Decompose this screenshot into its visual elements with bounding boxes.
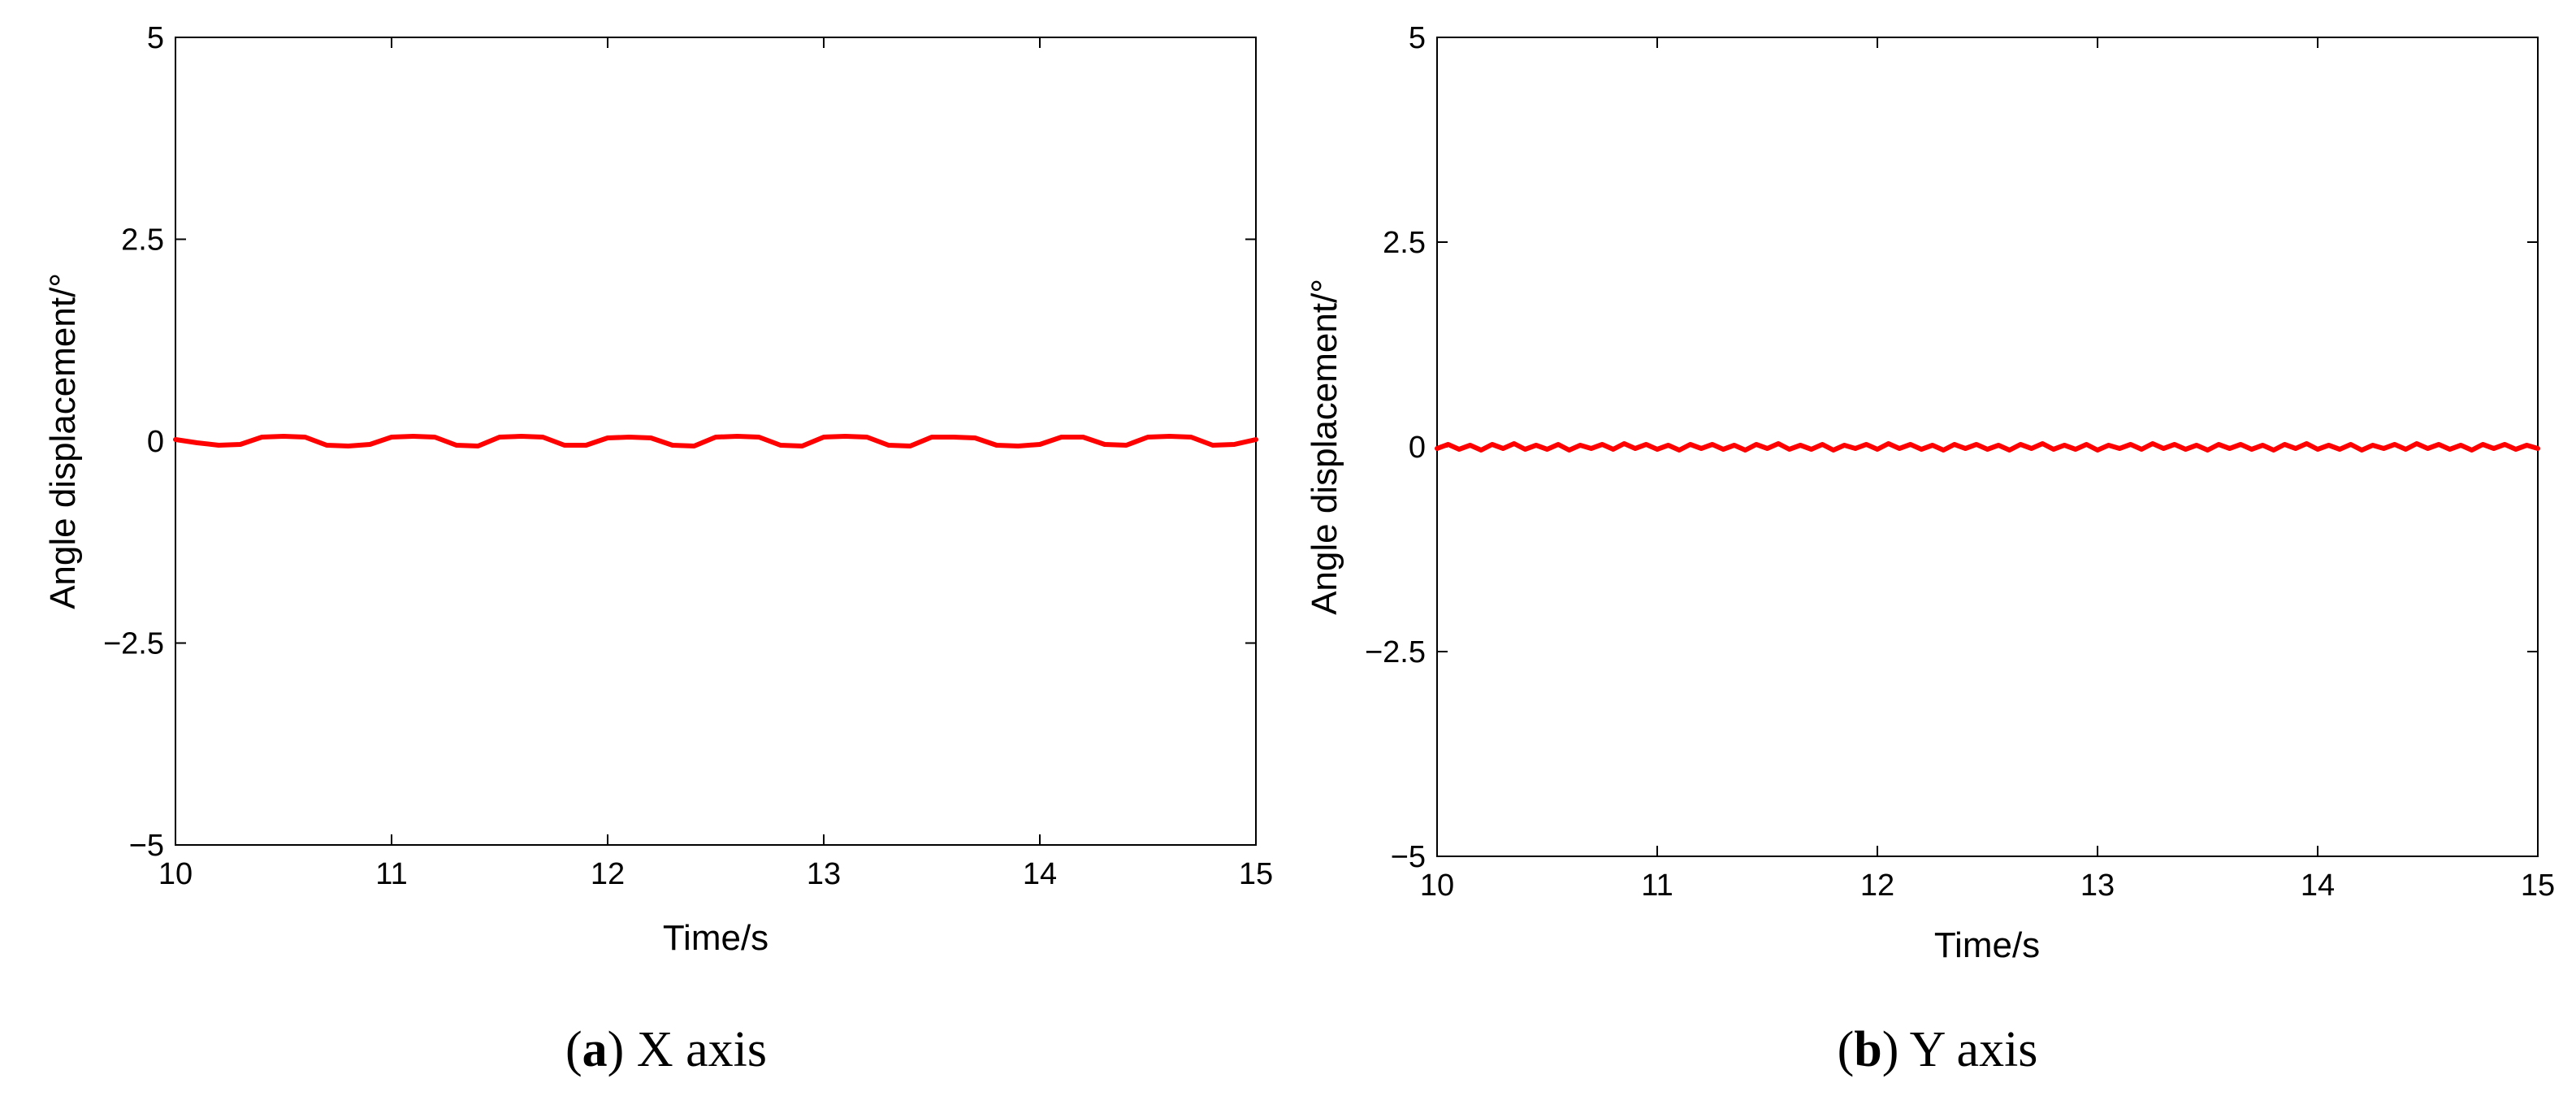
x-tick-label-b: 15: [2521, 869, 2555, 903]
series-line-a: [173, 434, 1258, 448]
series-line-b: [1435, 441, 2540, 453]
x-tick-label-a: 12: [591, 857, 625, 891]
x-tick-label-b: 13: [2080, 869, 2115, 903]
y-tick-label-b: 2.5: [1383, 226, 1426, 260]
panel-caption-text-b: Y axis: [1898, 1022, 2037, 1077]
x-tick-label-a: 13: [807, 857, 841, 891]
y-tick-label-a: −5: [129, 829, 164, 863]
panel-a: 10 11 12 13 14 15 −5 −2.5 0 2.5 5 Time/s Angle di…: [43, 21, 1273, 1077]
series-marks-b: [1435, 441, 2540, 453]
x-tick-label-b: 14: [2301, 869, 2335, 903]
y-axis-label-a: Angle displacement/°: [43, 273, 83, 609]
y-axis-label-b: Angle displacement/°: [1305, 279, 1344, 615]
y-tick-labels-a: −5 −2.5 0 2.5 5: [103, 21, 164, 863]
panel-caption-letter-b: b: [1854, 1022, 1881, 1077]
y-tick-label-b: −2.5: [1365, 635, 1426, 669]
panel-b: 10 11 12 13 14 15 −5 −2.5 0 2.5 5 Time/s Angle di…: [1305, 21, 2555, 1077]
y-tick-label-a: 2.5: [121, 223, 164, 258]
y-tick-label-a: −2.5: [103, 627, 164, 661]
panel-caption-a: (a) X axis: [565, 1022, 767, 1077]
panel-caption-text-a: X axis: [624, 1022, 767, 1077]
y-tick-label-a: 0: [147, 425, 164, 459]
y-tick-label-b: 5: [1409, 21, 1426, 55]
x-axis-label-b: Time/s: [1934, 925, 2040, 965]
y-tick-label-b: −5: [1391, 840, 1426, 874]
y-tick-label-a: 5: [147, 21, 164, 55]
x-tick-label-a: 15: [1239, 857, 1273, 891]
x-tick-label-b: 10: [1420, 869, 1454, 903]
x-tick-labels-a: 10 11 12 13 14 15: [158, 857, 1273, 891]
y-tick-labels-b: −5 −2.5 0 2.5 5: [1365, 21, 1426, 874]
x-tick-labels-b: 10 11 12 13 14 15: [1420, 869, 2555, 903]
panel-caption-b: (b) Y axis: [1838, 1022, 2038, 1077]
x-tick-label-a: 10: [158, 857, 193, 891]
panel-caption-letter-a: a: [582, 1022, 608, 1077]
y-tick-label-b: 0: [1409, 431, 1426, 465]
x-tick-label-a: 14: [1023, 857, 1057, 891]
x-tick-label-a: 11: [375, 857, 407, 891]
x-axis-label-a: Time/s: [663, 918, 768, 958]
series-marks-a: [173, 434, 1258, 448]
x-tick-label-b: 11: [1641, 869, 1673, 903]
x-tick-label-b: 12: [1860, 869, 1894, 903]
